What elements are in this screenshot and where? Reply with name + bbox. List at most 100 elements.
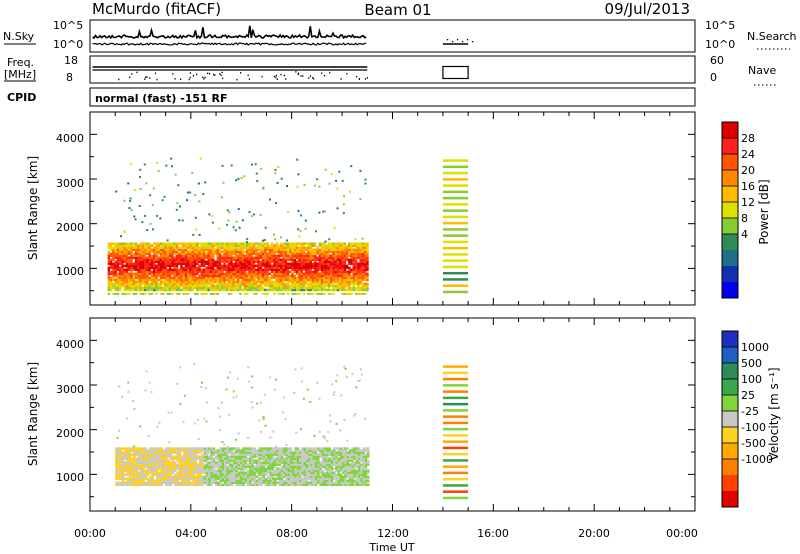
power-cell (320, 246, 324, 249)
power-cell (209, 270, 213, 274)
velocity-cell (330, 469, 334, 472)
power-cell (234, 270, 238, 274)
power-cell (159, 288, 163, 292)
power-cell (164, 286, 167, 290)
power-cell (246, 254, 249, 258)
power-cell (234, 229, 237, 232)
velocity-cell (267, 469, 270, 472)
velocity-cell (294, 451, 297, 454)
velocity-cell (301, 459, 304, 462)
velocity-cell (344, 457, 347, 460)
power-cell (354, 280, 358, 284)
velocity-cell (133, 455, 136, 458)
power-cell (180, 258, 183, 262)
velocity-cell (237, 467, 241, 470)
power-cell (329, 254, 333, 258)
power-cell (125, 288, 129, 292)
velocity-cell (235, 477, 238, 480)
power-cell (168, 262, 172, 266)
velocity-cell (308, 471, 311, 474)
velocity-cell (280, 457, 284, 460)
power-cell (157, 270, 160, 274)
velocity-cell (317, 465, 320, 468)
power-cell (184, 268, 188, 272)
power-cell (202, 262, 206, 266)
power-cell (250, 252, 253, 256)
velocity-cell (292, 463, 295, 466)
power-cell (189, 282, 192, 286)
power-cell (442, 165, 469, 169)
velocity-cell (192, 447, 195, 450)
power-cell (345, 276, 349, 280)
velocity-cell (185, 477, 188, 480)
power-cell (148, 282, 151, 286)
power-cell (248, 288, 251, 292)
power-cell (189, 270, 192, 274)
velocity-cell (153, 481, 157, 485)
velocity-cell (255, 451, 259, 454)
power-cell (162, 254, 165, 258)
velocity-cell (296, 455, 300, 458)
power-cell (366, 274, 369, 278)
power-cell (320, 288, 324, 292)
velocity-cell (355, 449, 359, 452)
velocity-cell (160, 473, 163, 476)
power-cell (343, 264, 346, 268)
velocity-cell (246, 463, 250, 466)
power-cell (318, 282, 322, 286)
power-cell (184, 260, 188, 264)
power-cell (193, 264, 197, 268)
power-cell (155, 286, 158, 290)
velocity-cell (217, 455, 220, 458)
velocity-cell (239, 481, 243, 485)
power-cell (314, 254, 317, 258)
power-cell (261, 256, 265, 260)
power-cell (146, 242, 149, 245)
velocity-cell (190, 451, 193, 454)
power-cell (350, 244, 353, 247)
power-cell (196, 248, 199, 251)
velocity-cell (205, 465, 209, 468)
velocity-cell (146, 449, 150, 452)
velocity-cell (221, 483, 225, 487)
power-cell (361, 276, 365, 280)
velocity-cell (194, 457, 198, 460)
power-cell (248, 278, 251, 282)
velocity-cell (162, 465, 166, 468)
power-cell (128, 284, 131, 288)
power-cell (118, 288, 122, 292)
power-cell (225, 252, 229, 256)
power-cell (223, 248, 226, 251)
power-cell (230, 246, 233, 249)
power-cell (227, 250, 231, 253)
power-cell (357, 256, 360, 260)
power-cell (266, 284, 269, 288)
power-cell (180, 276, 183, 280)
power-cell (274, 168, 277, 171)
power-cell (121, 246, 124, 249)
velocity-cell (119, 477, 123, 480)
velocity-cell (249, 453, 252, 456)
power-cell (214, 276, 217, 280)
power-cell (327, 258, 331, 262)
power-cell (191, 242, 194, 245)
power-cell (284, 282, 288, 286)
power-cell (193, 274, 197, 278)
velocity-cell (144, 447, 148, 450)
power-cell (112, 254, 115, 258)
velocity-cell (348, 449, 352, 452)
power-cell (272, 233, 275, 236)
velocity-cell (351, 483, 354, 487)
power-cell (175, 258, 179, 262)
power-cell (234, 252, 238, 256)
power-cell (282, 254, 285, 258)
velocity-cell (146, 483, 150, 487)
power-cell (230, 286, 233, 290)
velocity-cell (308, 481, 311, 485)
power-cell (345, 244, 349, 247)
power-cell (202, 274, 206, 278)
velocity-cell (269, 451, 272, 454)
power-cell (141, 250, 145, 253)
power-cell (155, 256, 158, 260)
power-cell (182, 276, 185, 280)
